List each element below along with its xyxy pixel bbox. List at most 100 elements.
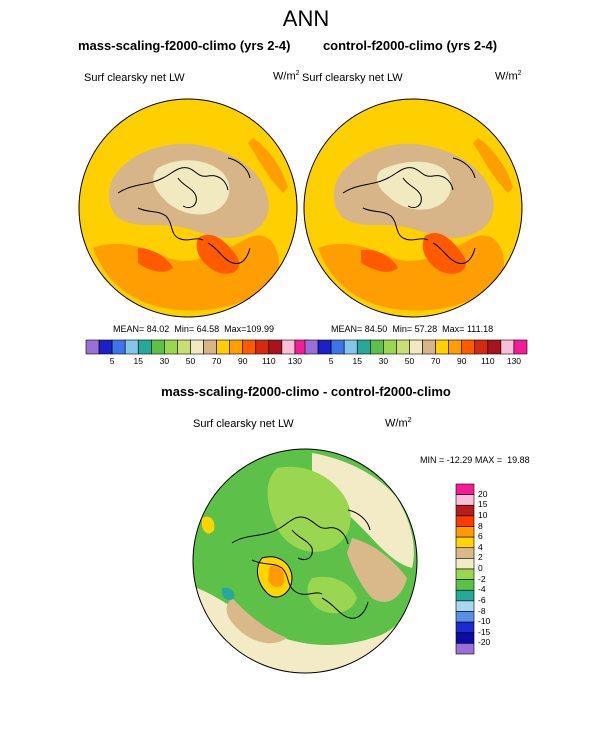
colorbar-swatch [487, 339, 502, 355]
panel-1-stats: MEAN= 84.02 Min= 64.58 Max=109.99 [113, 324, 274, 334]
colorbar-swatch [150, 339, 165, 355]
colorbar-swatch [448, 339, 463, 355]
field-band-teal [222, 587, 235, 601]
colorbar-swatch [369, 339, 384, 355]
colorbar-swatch [455, 579, 475, 591]
colorbar-swatch [455, 483, 475, 495]
colorbar-swatch [435, 339, 449, 355]
colorbar-swatch [383, 339, 397, 355]
colorbar-tick-label: 15 [133, 356, 143, 366]
colorbar-tick-label: 110 [481, 356, 495, 366]
colorbar-swatch [455, 526, 475, 538]
colorbar-tick-label: 70 [430, 356, 441, 366]
colorbar-swatch [255, 339, 270, 355]
field-band-red [138, 248, 173, 272]
panel-2-units: W/m2 [495, 70, 522, 83]
colorbar-swatch [304, 339, 319, 355]
colorbar-tick-label: 15 [478, 499, 488, 510]
colorbar-swatch [242, 339, 257, 355]
colorbar-swatch [216, 339, 230, 355]
colorbar-swatch [500, 339, 515, 355]
colorbar-swatch [455, 504, 475, 517]
colorbar-swatch [455, 568, 475, 580]
colorbar-swatch [455, 589, 475, 602]
colorbar-swatch [268, 339, 283, 355]
field-band-light-green [307, 576, 357, 614]
colorbar-swatch [474, 339, 489, 355]
colorbar-swatch [317, 339, 332, 355]
colorbar-swatch [455, 632, 475, 644]
colorbar-swatch [461, 339, 476, 355]
field-band-red [196, 234, 239, 274]
colorbar-swatch [455, 600, 475, 612]
field-band-cream [193, 588, 417, 673]
panel-2-variable: Surf clearsky net LW [302, 72, 403, 84]
colorbar-swatch [513, 339, 528, 355]
diff-panel-title: mass-scaling-f2000-climo - control-f2000… [161, 384, 451, 399]
colorbar-swatch [330, 339, 345, 355]
coastlines [231, 509, 371, 619]
colorbar-tick-label: 30 [159, 356, 170, 366]
colorbar-tick-label: -15 [478, 626, 491, 637]
colorbar-swatch [356, 339, 371, 355]
field-band-orange [268, 565, 285, 588]
colorbar-swatch [455, 494, 475, 506]
field-band-orange [473, 138, 513, 193]
field-band-yellow [202, 516, 215, 534]
colorbar-swatch [190, 339, 204, 355]
diff-panel-stats: MIN = -12.29 MAX = 19.88 [420, 455, 530, 465]
colorbar-tick-label: 50 [404, 356, 415, 366]
colorbar-swatch [343, 339, 358, 355]
colorbar-tick-label: 10 [478, 509, 488, 520]
panel-1-title: mass-scaling-f2000-climo (yrs 2-4) [78, 38, 291, 53]
field-band-cream [153, 160, 230, 215]
colorbar-tick-label: 90 [456, 356, 467, 366]
panel-1-variable: Surf clearsky net LW [84, 72, 185, 84]
panel-2-stats: MEAN= 84.50 Min= 57.28 Max= 111.18 [331, 324, 494, 334]
colorbar-tick-label: -2 [478, 573, 486, 584]
field-band-cream [312, 453, 414, 568]
colorbar-tick-label: 5 [328, 356, 334, 366]
colorbar-swatch [409, 339, 423, 355]
colorbar-swatch [422, 339, 436, 355]
colorbar-tick-label: 70 [211, 356, 222, 366]
colorbar-swatch [98, 339, 113, 355]
colorbar-swatch [124, 339, 139, 355]
field-band-tan [226, 598, 287, 644]
panel-1-units: W/m2 [273, 70, 300, 83]
coastlines [117, 157, 251, 265]
panel-1-map [78, 98, 298, 318]
field-band-tan [347, 538, 407, 602]
colorbar-tick-label: 8 [478, 520, 483, 531]
colorbar-tick-label: -20 [478, 637, 491, 648]
colorbar-swatch [455, 558, 475, 570]
panel-2-map [303, 98, 523, 318]
colorbar-swatch [455, 547, 475, 559]
colorbar-tick-label: 15 [352, 356, 362, 366]
colorbar-tick-label: 110 [262, 356, 276, 366]
colorbar-tick-label: 4 [478, 541, 483, 552]
panel-2-colorbar [304, 339, 528, 355]
colorbar-swatch [229, 339, 244, 355]
panel-2-title: control-f2000-climo (yrs 2-4) [322, 38, 498, 53]
colorbar-tick-label: 130 [506, 356, 522, 366]
colorbar-tick-label: 0 [478, 563, 483, 573]
colorbar-swatch [396, 339, 410, 355]
colorbar-tick-label: 50 [185, 356, 196, 366]
colorbar-tick-label: 30 [378, 356, 389, 366]
colorbar-swatch [281, 339, 296, 355]
colorbar-tick-label: 130 [287, 356, 303, 366]
colorbar-swatch [85, 339, 100, 355]
coastlines [342, 157, 476, 265]
colorbar-swatch [455, 515, 475, 527]
colorbar-swatch [455, 611, 475, 623]
colorbar-swatch [455, 621, 475, 634]
colorbar-tick-label: 5 [109, 356, 115, 366]
colorbar-tick-label: -10 [478, 616, 491, 627]
diff-panel-units: W/m2 [385, 417, 412, 430]
colorbar-swatch [164, 339, 178, 355]
colorbar-swatch [203, 339, 217, 355]
colorbar-tick-label: 2 [478, 552, 483, 563]
colorbar-swatch [455, 536, 475, 549]
figure-title: ANN [282, 6, 330, 31]
